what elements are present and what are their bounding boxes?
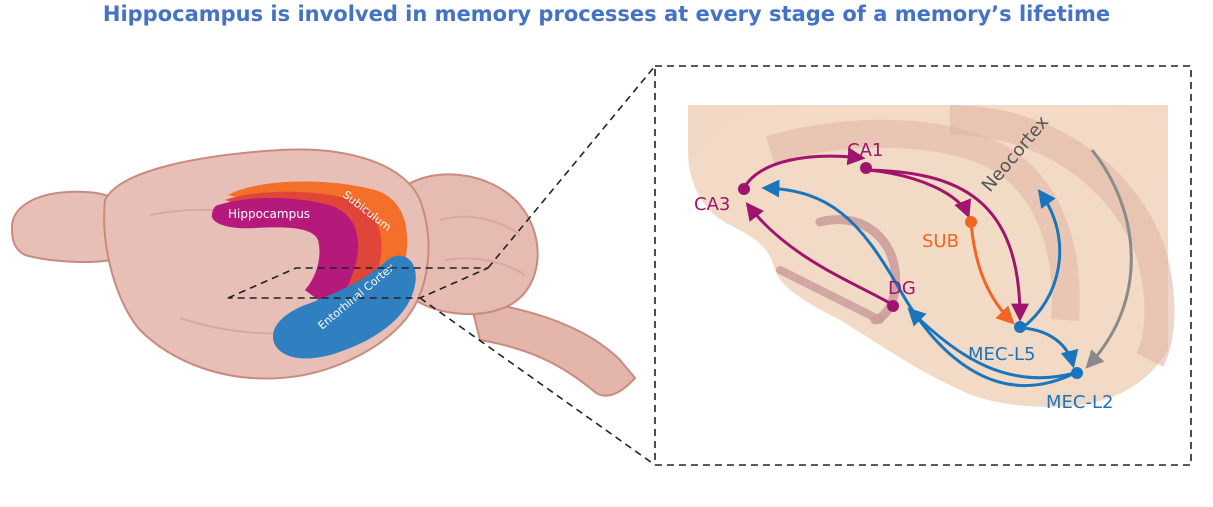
label-sub: SUB bbox=[922, 231, 959, 252]
path-mecl5-neocortex bbox=[1021, 189, 1062, 330]
node-sub bbox=[965, 216, 977, 228]
zoom-line-bottom bbox=[419, 297, 656, 466]
cerebellum bbox=[398, 173, 539, 315]
hippocampus-region bbox=[211, 197, 359, 305]
neocortex-band bbox=[949, 105, 1175, 367]
path-mecl2-dg bbox=[907, 307, 1076, 380]
brainstem bbox=[468, 298, 637, 397]
path-dg-ca3 bbox=[745, 202, 894, 307]
node-ca1 bbox=[860, 162, 872, 174]
label-ca3: CA3 bbox=[694, 194, 730, 215]
brain-illustration: Hippocampus Subiculum Entorhinal Cortex bbox=[10, 148, 637, 397]
path-mecl5-mecl2 bbox=[1021, 326, 1079, 369]
zoom-line-top bbox=[487, 65, 656, 269]
path-sub-mecl5 bbox=[969, 221, 1015, 325]
hippocampus-label: Hippocampus bbox=[228, 207, 310, 221]
path-mecl2-ca3 bbox=[761, 179, 1076, 387]
path-neocortex-mecl2 bbox=[1085, 149, 1133, 369]
label-ca1: CA1 bbox=[847, 140, 883, 161]
dentate-lower-blade bbox=[776, 266, 884, 324]
label-mec-l5: MEC-L5 bbox=[968, 344, 1035, 365]
page-title: Hippocampus is involved in memory proces… bbox=[102, 2, 1111, 26]
node-dg bbox=[887, 300, 899, 312]
circuit-pathways bbox=[742, 147, 1133, 387]
node-ca3 bbox=[738, 183, 750, 195]
slice-tissue bbox=[688, 105, 1168, 407]
path-ca3-ca1 bbox=[742, 147, 866, 189]
node-mec-l2 bbox=[1071, 367, 1083, 379]
node-mec-l5 bbox=[1014, 321, 1026, 333]
label-dg: DG bbox=[888, 278, 916, 299]
entorhinal-cortex-region bbox=[273, 255, 416, 359]
path-ca1-mecl5 bbox=[867, 168, 1029, 322]
cortical-layer bbox=[765, 119, 1080, 321]
label-mec-l2: MEC-L2 bbox=[1046, 392, 1113, 413]
